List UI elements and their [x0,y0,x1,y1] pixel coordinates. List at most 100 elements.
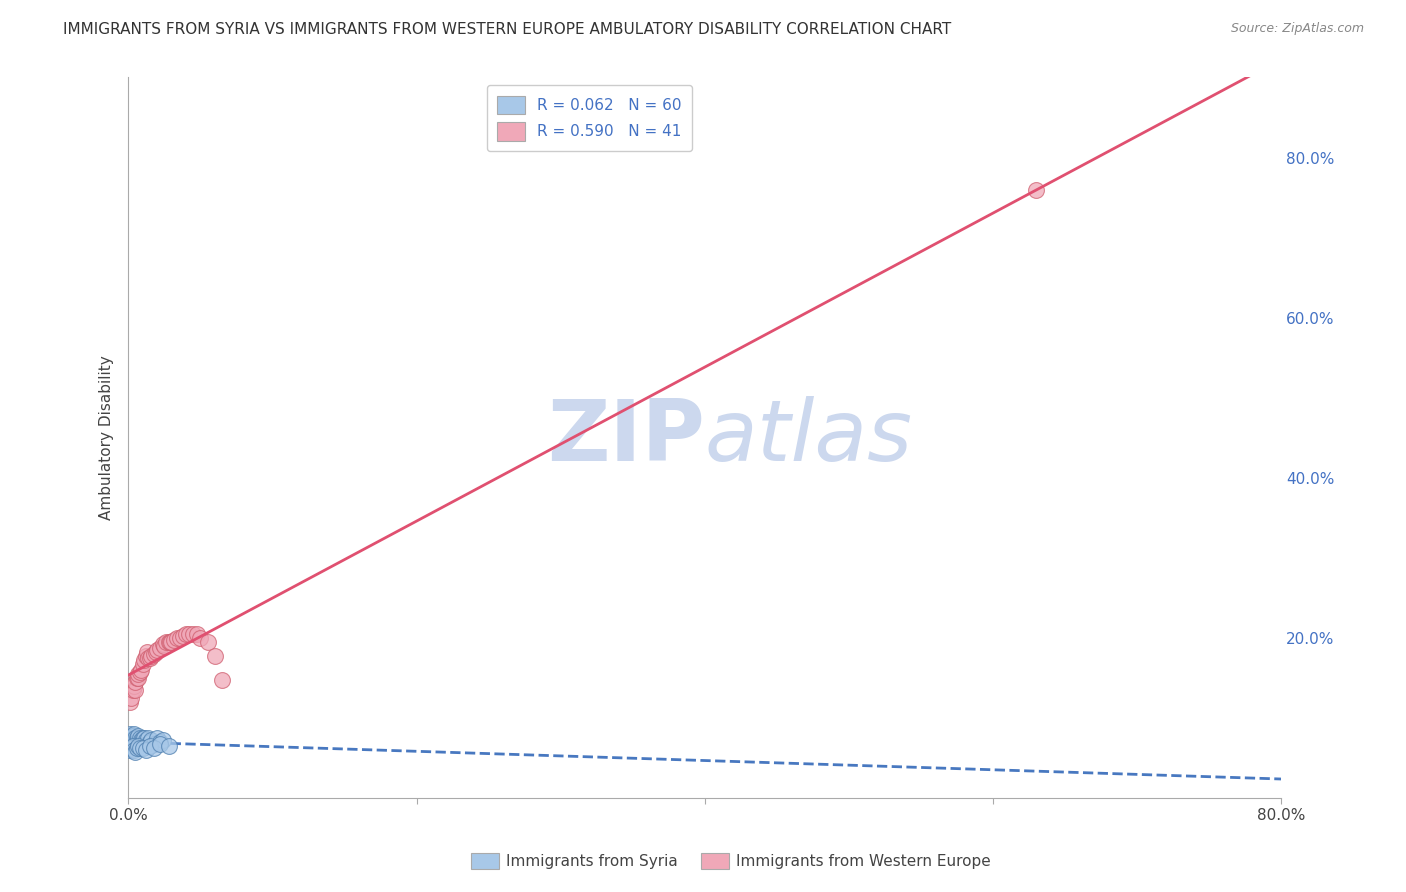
Point [169,631,191,645]
Point [143,647,166,661]
Point [155,635,177,649]
Point [149,640,172,655]
Point [120,733,142,747]
Point [125,741,148,756]
Point [138,731,160,745]
Point [1025,182,1047,196]
Point [122,743,145,757]
Point [132,653,155,667]
Point [125,731,148,745]
Point [120,741,142,756]
Point [118,739,141,753]
Point [149,737,172,751]
Text: IMMIGRANTS FROM SYRIA VS IMMIGRANTS FROM WESTERN EUROPE AMBULATORY DISABILITY CO: IMMIGRANTS FROM SYRIA VS IMMIGRANTS FROM… [63,22,952,37]
Point [118,743,141,757]
Point [129,663,152,677]
Point [166,631,188,645]
Point [121,739,143,753]
Point [120,735,142,749]
Point [131,741,153,756]
Point [145,645,167,659]
Point [149,735,172,749]
Point [121,733,143,747]
Point [118,735,141,749]
Point [152,733,174,747]
Text: Source: ZipAtlas.com: Source: ZipAtlas.com [1230,22,1364,36]
Point [204,648,226,663]
Point [135,733,157,747]
Point [160,635,183,649]
Point [125,671,148,685]
Point [122,679,145,693]
Point [159,635,181,649]
Point [143,737,166,751]
Point [124,731,146,745]
Point [132,731,155,745]
Point [174,627,197,641]
Point [121,739,143,753]
Y-axis label: Ambulatory Disability: Ambulatory Disability [100,355,114,520]
Point [127,733,149,747]
Point [127,739,149,753]
Point [128,740,150,755]
Point [136,737,159,751]
Point [122,735,145,749]
Point [146,643,169,657]
Point [131,731,153,745]
Point [129,735,152,749]
Point [157,739,180,753]
Point [124,675,146,690]
Point [121,737,143,751]
Point [118,695,141,709]
Point [128,665,150,679]
Point [124,737,146,751]
Point [135,648,157,663]
Point [138,651,160,665]
Point [135,743,157,757]
Point [122,731,145,745]
Point [120,739,142,753]
Point [125,735,148,749]
Point [121,683,143,698]
Point [211,673,233,687]
Text: ZIP: ZIP [547,396,704,479]
Point [125,737,148,751]
Point [139,651,162,665]
Point [129,733,152,747]
Legend: R = 0.062   N = 60, R = 0.590   N = 41: R = 0.062 N = 60, R = 0.590 N = 41 [486,85,692,152]
Point [124,683,146,698]
Legend: Immigrants from Syria, Immigrants from Western Europe: Immigrants from Syria, Immigrants from W… [465,847,997,875]
Point [143,741,166,756]
Text: atlas: atlas [704,396,912,479]
Point [124,733,146,747]
Point [127,729,149,743]
Point [139,739,162,753]
Point [122,737,145,751]
Point [120,729,142,743]
Point [186,627,208,641]
Point [124,745,146,759]
Point [188,631,211,645]
Point [121,729,143,743]
Point [177,627,200,641]
Point [124,739,146,753]
Point [136,645,159,659]
Point [146,731,169,745]
Point [141,648,163,663]
Point [120,731,142,745]
Point [128,737,150,751]
Point [152,637,174,651]
Point [153,639,176,653]
Point [197,635,219,649]
Point [118,731,141,745]
Point [131,657,153,671]
Point [172,629,194,643]
Point [163,632,186,647]
Point [120,690,142,705]
Point [157,635,180,649]
Point [139,735,162,749]
Point [127,667,149,681]
Point [132,735,155,749]
Point [120,737,142,751]
Point [141,733,163,747]
